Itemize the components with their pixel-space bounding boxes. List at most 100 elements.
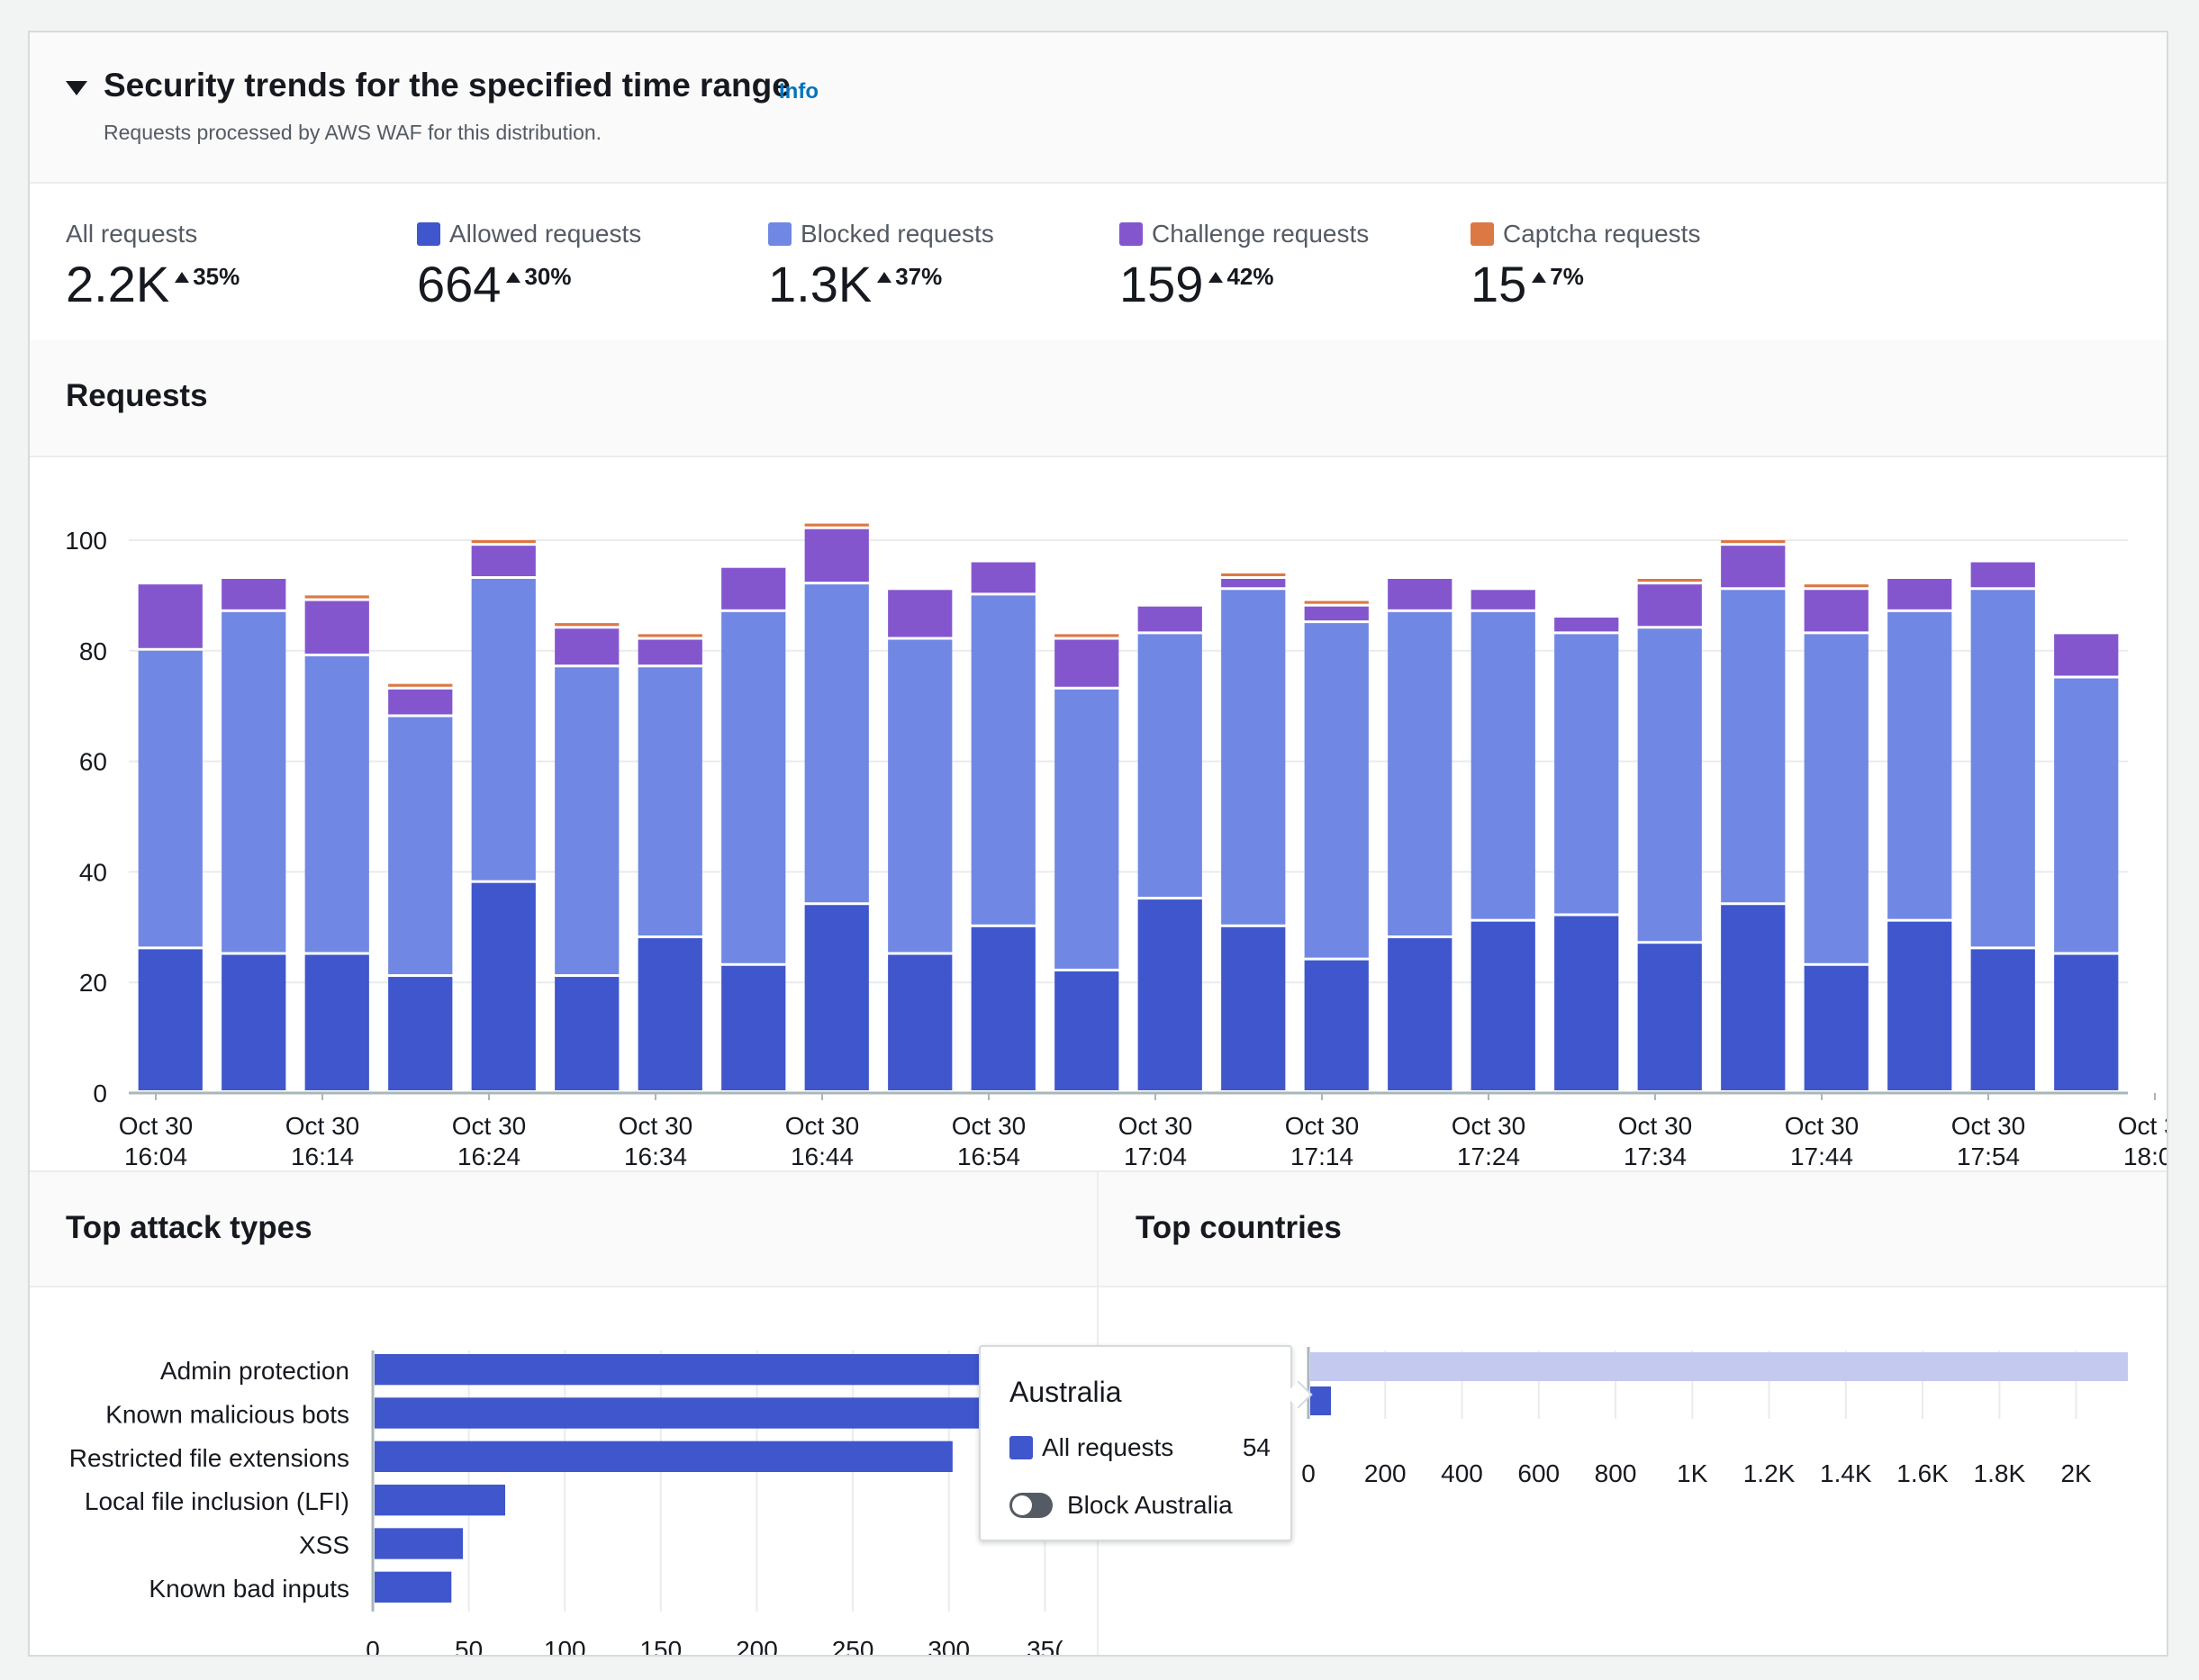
x-tick-label: 16:14 [291,1143,354,1170]
bar-segment [638,938,702,1090]
panel-title: Security trends for the specified time r… [104,67,791,104]
bar-segment [804,523,869,527]
x-tick-label: Oct 30 [619,1112,692,1140]
bar-segment [1637,944,1702,1090]
bar-segment [1804,634,1869,963]
bar-segment [1471,921,1535,1090]
bar-segment [1970,562,2035,588]
collapse-caret-icon[interactable] [66,81,87,95]
x-tick-label: 2K [2060,1459,2092,1487]
block-country-toggle[interactable]: Block Australia [1009,1491,1233,1520]
x-tick-label: 17:44 [1790,1143,1853,1170]
bar-segment [1721,546,1786,588]
x-tick-label: Oct 30 [119,1112,193,1140]
y-tick-label: 0 [93,1079,107,1107]
bar-segment [555,623,620,627]
requests-title: Requests [66,378,208,413]
x-tick-label: 0 [366,1636,380,1657]
panel-subtitle: Requests processed by AWS WAF for this d… [104,121,602,144]
tooltip-country: Australia [1009,1376,1122,1408]
bar-segment [1304,960,1369,1090]
bar-segment [388,977,453,1090]
requests-chart: 0 20 40 60 80 100 Oct 30 16:04 Oct 30 16:14 Oct 30… [65,523,2168,1170]
attack-types-chart: 0 50 100 150 200 250 300 35(Admin protection Kno… [69,1350,1063,1657]
x-tick-label: Oct 30 [452,1112,526,1140]
metric-label: Challenge requests [1152,220,1370,248]
bar-segment [1304,623,1369,958]
bar-segment [222,578,286,610]
metrics-row: All requests 2.2K 35% Allowed requests 66… [30,184,2167,342]
metric-allowed-requests: Allowed requests 664 30% [417,220,641,312]
bar-segment [222,611,286,953]
trend-up-icon [1532,271,1547,283]
bar-segment [638,667,702,936]
bar-segment [138,949,203,1090]
bar-segment [471,540,536,544]
bar-segment [971,926,1036,1090]
bar-segment [721,567,786,610]
bar-segment [304,655,369,953]
category-label: Local file inclusion (LFI) [85,1487,349,1515]
metric-label: Blocked requests [801,220,994,248]
attack-bar [375,1397,1028,1429]
x-tick-label: 200 [736,1636,778,1657]
trend-up-icon [175,271,190,283]
bar-segment [1721,905,1786,1090]
bar-segment [555,667,620,975]
x-tick-label: 16:04 [124,1143,187,1170]
bar-segment [1804,965,1869,1090]
x-tick-label: 1.6K [1896,1459,1949,1487]
bar-segment [1137,606,1202,632]
bar-segment [888,590,953,637]
x-tick-label: 600 [1517,1459,1560,1487]
bar-segment [1637,628,1702,942]
x-tick-label: Oct 30 [285,1112,359,1140]
info-link[interactable]: Info [779,79,819,104]
blocked-legend-swatch [768,222,792,246]
bar-segment [1471,590,1535,610]
bar-segment [555,628,620,665]
security-trends-panel: Security trends for the specified time r… [28,31,2168,1657]
bar-segment [1221,573,1286,576]
metric-label: All requests [66,220,198,248]
bar-segment [1637,584,1702,627]
x-tick-label: 1.2K [1743,1459,1796,1487]
captcha-legend-swatch [1471,222,1494,246]
bar-segment [1221,578,1286,588]
bar-segment [2054,678,2119,953]
bar-segment [721,965,786,1090]
x-tick-label: Oct 30 [2118,1112,2168,1140]
x-tick-label: 1.8K [1974,1459,2026,1487]
x-tick-label: 17:54 [1957,1143,2020,1170]
metric-change: 37% [895,263,943,290]
x-tick-label: 0 [1301,1459,1316,1487]
tooltip-row: All requests 54 [1009,1433,1271,1462]
y-tick-label: 20 [79,969,107,997]
x-tick-label: 17:04 [1124,1143,1187,1170]
panel-header: Security trends for the specified time r… [30,32,2167,184]
attack-bar [375,1485,506,1516]
bar-segment [1137,634,1202,898]
y-tick-label: 40 [79,858,107,886]
x-tick-label: 35( [1027,1636,1063,1657]
trend-up-icon [506,271,521,283]
bar-segment [1221,926,1286,1090]
x-tick-label: 300 [928,1636,970,1657]
bar-segment [1887,578,1952,610]
y-tick-label: 100 [65,527,107,555]
bar-segment [1554,916,1619,1090]
bar-segment [471,578,536,881]
bar-segment [1804,584,1869,588]
tooltip-series-label: All requests [1042,1433,1174,1461]
metric-change: 7% [1550,263,1584,290]
bar-segment [2054,954,2119,1090]
x-tick-label: 1.4K [1820,1459,1872,1487]
bar-segment [1804,590,1869,632]
metric-all-requests: All requests 2.2K 35% [66,220,240,312]
country-bar [1310,1352,2128,1381]
x-tick-label: 16:34 [624,1143,687,1170]
attack-bar [375,1528,464,1559]
toggle-switch[interactable] [1009,1493,1053,1518]
bar-segment [638,639,702,665]
bar-segment [888,639,953,953]
